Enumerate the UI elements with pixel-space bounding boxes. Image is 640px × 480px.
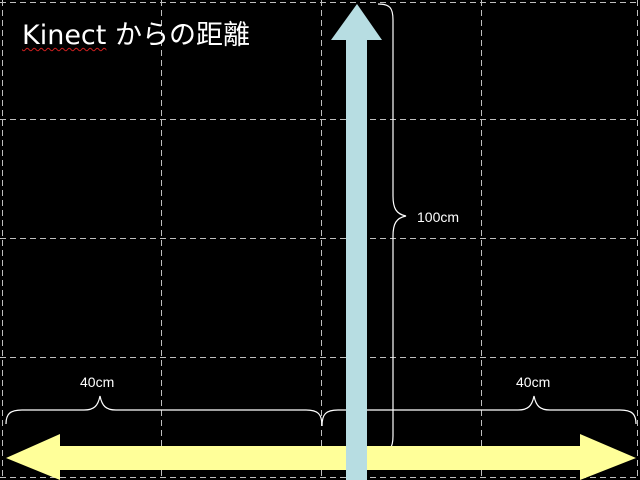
vertical-distance-label: 100cm [417, 209, 460, 225]
right-brace [321, 395, 637, 427]
title-kinect-word: Kinect [22, 20, 107, 51]
right-distance-label: 40cm [516, 374, 551, 390]
page-title: Kinect からの距離 [22, 18, 250, 54]
title-rest: からの距離 [106, 20, 250, 51]
left-brace [5, 395, 323, 427]
horizontal-double-arrow [6, 434, 636, 480]
vertical-brace [377, 3, 407, 453]
left-distance-label: 40cm [80, 374, 115, 390]
vertical-arrow [331, 4, 382, 480]
